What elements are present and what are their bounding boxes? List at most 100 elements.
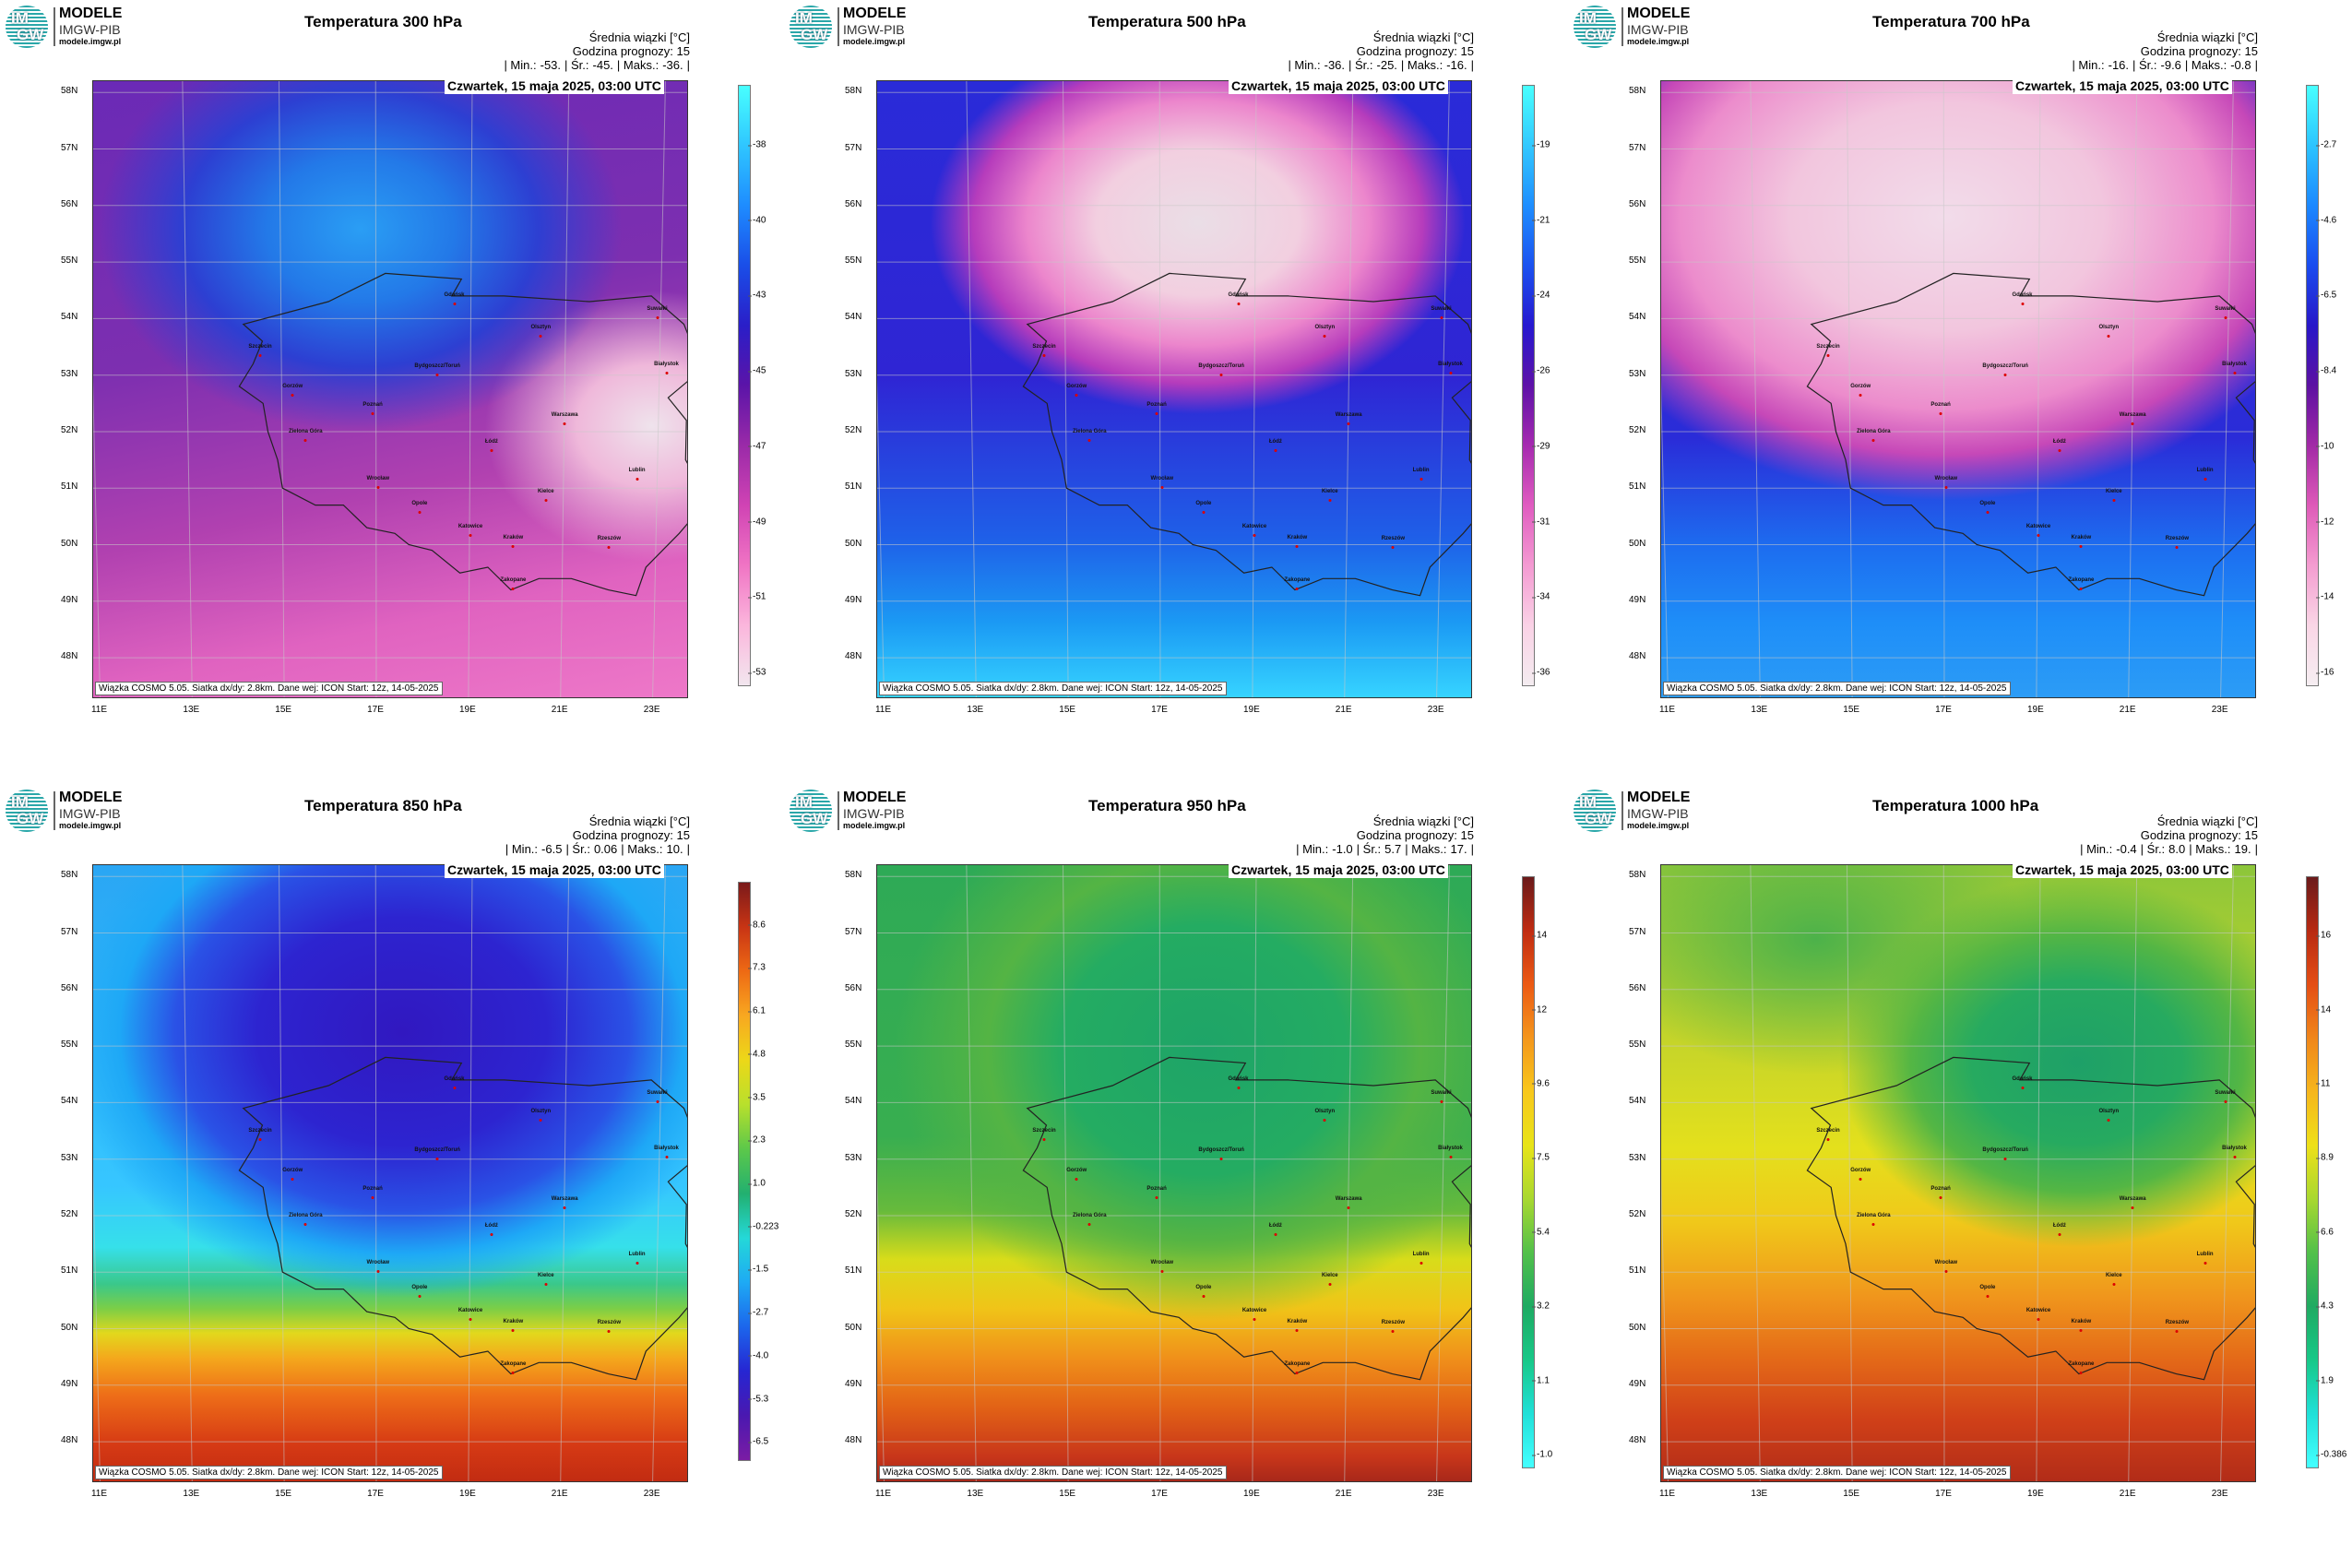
city-label: Katowice	[2025, 1307, 2051, 1313]
latitude-label: 52N	[61, 1209, 78, 1219]
latitude-label: 55N	[61, 1039, 78, 1051]
stats-line: | Min.: -16. | Śr.: -9.6 | Maks.: -0.8 |	[2068, 58, 2258, 72]
logo-mark-bottom: GW	[17, 26, 44, 43]
longitude-label: 15E	[275, 1489, 292, 1499]
longitude-gridline	[182, 865, 193, 1481]
city-marker	[1347, 422, 1350, 425]
latitude-label: 54N	[845, 1096, 862, 1107]
city-label: Warszawa	[1335, 1195, 1362, 1202]
poland-border	[1806, 1056, 2255, 1381]
city-label: Suwałki	[2215, 306, 2236, 313]
min-label: | Min.:	[1288, 58, 1321, 72]
city-label: Katowice	[457, 1307, 483, 1313]
city-label: Wrocław	[1150, 475, 1174, 481]
city-label: Lublin	[2196, 467, 2214, 473]
latitude-label: 50N	[61, 538, 78, 549]
city-marker	[2107, 1118, 2110, 1122]
latitude-label: 51N	[61, 481, 78, 493]
city-marker	[2233, 1155, 2236, 1158]
city-marker	[1295, 588, 1299, 591]
logo-mark-bottom: GW	[801, 26, 828, 43]
logo-mark-top: IM	[11, 9, 29, 27]
city-marker	[2058, 448, 2061, 452]
colorbar-tick-label: -51	[747, 591, 766, 602]
city-label: Poznań	[1146, 402, 1167, 409]
map-overlay	[1661, 81, 2255, 697]
latitude-label: 52N	[1629, 425, 1646, 435]
longitude-label: 11E	[90, 1489, 108, 1499]
latitude-label: 57N	[1629, 142, 1646, 153]
temperature-field	[877, 81, 1471, 697]
city-label: Olsztyn	[530, 324, 552, 330]
city-label: Kraków	[503, 1318, 524, 1324]
city-label: Suwałki	[1431, 1090, 1452, 1097]
latitude-label: 51N	[61, 1265, 78, 1277]
city-label: Szczecin	[248, 1128, 272, 1134]
longitude-gridline	[1063, 865, 1069, 1481]
city-label: Kraków	[503, 534, 524, 540]
city-label: Kielce	[537, 1273, 554, 1279]
imgw-logo-mark: IM GW	[6, 790, 48, 832]
city-marker	[1219, 1157, 1223, 1160]
imgw-logo: IM GW MODELE IMGW-PIB modele.imgw.pl	[1574, 6, 1712, 52]
longitude-gridline	[1942, 865, 1945, 1481]
colorbar-tick-label: -12	[2315, 517, 2334, 528]
city-marker	[539, 1118, 542, 1122]
valid-date: Czwartek, 15 maja 2025, 03:00 UTC	[445, 861, 664, 878]
map-overlay	[93, 81, 687, 697]
panel-subtitle: Średnia wiązki [°C]	[588, 814, 690, 828]
logo-mark-bottom: GW	[17, 810, 44, 827]
latitude-label: 55N	[845, 255, 862, 267]
logo-mark-top: IM	[11, 793, 29, 811]
longitude-label: 11E	[1658, 705, 1676, 715]
city-label: Bydgoszcz/Toruń	[414, 362, 460, 369]
imgw-logo: IM GW MODELE IMGW-PIB modele.imgw.pl	[6, 790, 144, 836]
stats-line: | Min.: -1.0 | Śr.: 5.7 | Maks.: 17. |	[1292, 842, 1474, 856]
city-marker	[2224, 1100, 2227, 1104]
latitude-label: 56N	[1629, 982, 1646, 993]
city-label: Bydgoszcz/Toruń	[1982, 362, 2028, 369]
colorbar-tick-label: -0.386	[2315, 1449, 2347, 1460]
valid-date: Czwartek, 15 maja 2025, 03:00 UTC	[1229, 77, 1448, 94]
colorbar-tick-label: 7.5	[1532, 1152, 1550, 1163]
colorbar-tick-label: 9.6	[1532, 1078, 1550, 1089]
colorbar-tick-label: -38	[747, 139, 766, 150]
city-label: Olsztyn	[2098, 1108, 2120, 1114]
longitude-label: 11E	[874, 1489, 892, 1499]
stats-end: |	[686, 58, 690, 72]
longitude-label: 19E	[1242, 705, 1260, 715]
temperature-map: Gdańsk Olsztyn Suwałki Białystok Szczecin Byd…	[876, 80, 1472, 698]
longitude-gridline	[1063, 81, 1069, 697]
longitude-label: 11E	[874, 705, 892, 715]
latitude-label: 48N	[1629, 651, 1646, 662]
longitude-label: 13E	[967, 1489, 984, 1499]
latitude-label: 58N	[845, 870, 862, 881]
colorbar-tick-label: -29	[1531, 441, 1550, 452]
colorbar-tick-label: 6.1	[748, 1005, 766, 1016]
model-footer: Wiązka COSMO 5.05. Siatka dx/dy: 2.8km. …	[1663, 682, 2011, 695]
max-label: | Maks.:	[1405, 842, 1447, 856]
city-label: Warszawa	[551, 411, 578, 418]
longitude-gridline	[182, 81, 193, 697]
city-marker	[1202, 1294, 1206, 1298]
latitude-label: 58N	[61, 86, 78, 97]
latitude-label: 50N	[845, 1322, 862, 1333]
forecast-hour: Godzina prognozy: 15	[572, 828, 690, 842]
longitude-label: 17E	[1935, 705, 1952, 715]
max-value: 10.	[666, 842, 683, 856]
latitude-label: 50N	[1629, 1322, 1646, 1333]
city-marker	[1075, 1178, 1078, 1182]
city-label: Gorzów	[282, 384, 303, 390]
city-marker	[371, 1196, 374, 1200]
map-overlay	[877, 865, 1471, 1481]
colorbar-tick-label: 7.3	[748, 962, 766, 973]
city-label: Wrocław	[1934, 475, 1958, 481]
city-marker	[2131, 422, 2134, 425]
latitude-label: 51N	[845, 1265, 862, 1277]
city-marker	[511, 588, 515, 591]
longitude-gridline	[877, 1160, 885, 1481]
model-footer: Wiązka COSMO 5.05. Siatka dx/dy: 2.8km. …	[1663, 1466, 2011, 1479]
city-label: Lublin	[628, 1251, 646, 1257]
city-marker	[1202, 510, 1206, 514]
colorbar-tick-label: -43	[747, 290, 766, 301]
